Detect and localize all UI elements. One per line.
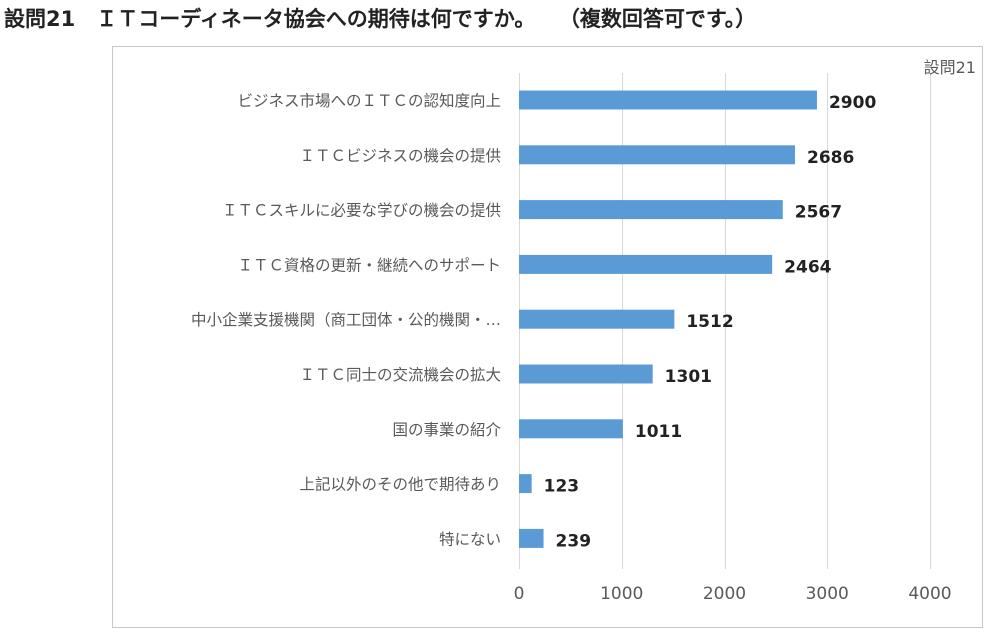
value-label: 123	[544, 477, 580, 497]
value-label: 2464	[784, 257, 831, 277]
category-label: 国の事業の紹介	[392, 421, 501, 439]
value-label: 1011	[635, 422, 682, 442]
bar-chart: 0 1000 2000 3000 4000 ビジネス市場へのＩＴＣの認知度向上 2900 ＩＴ…	[191, 58, 976, 604]
x-tick-label: 3000	[806, 584, 849, 604]
category-label: ＩＴＣビジネスの機会の提供	[299, 147, 501, 165]
bar	[519, 474, 532, 494]
value-label: 2567	[795, 203, 842, 223]
bar	[519, 254, 773, 274]
x-tick-label: 4000	[908, 584, 951, 604]
category-label: ビジネス市場へのＩＴＣの認知度向上	[237, 92, 501, 110]
category-label: ＩＴＣ同士の交流機会の拡大	[299, 366, 501, 384]
bar	[519, 145, 795, 165]
labels: 0 1000 2000 3000 4000 ビジネス市場へのＩＴＣの認知度向上 2900 ＩＴ…	[191, 58, 976, 604]
bar	[519, 364, 653, 384]
x-tick-label: 0	[514, 584, 525, 604]
value-label: 2900	[829, 93, 876, 113]
chart-frame: 0 1000 2000 3000 4000 ビジネス市場へのＩＴＣの認知度向上 2900 ＩＴ…	[112, 46, 983, 628]
category-label: ＩＴＣ資格の更新・継続へのサポート	[237, 256, 501, 274]
bar	[519, 419, 623, 439]
bars	[519, 90, 817, 548]
category-label: 上記以外のその他で期待あり	[299, 476, 501, 494]
series-label: 設問21	[924, 58, 976, 77]
title-text: 設問21 ＩＴコーディネータ協会への期待は何ですか。	[4, 7, 536, 31]
value-label: 239	[556, 531, 592, 551]
category-label: 特にない	[439, 530, 501, 548]
x-tick-label: 1000	[600, 584, 643, 604]
bar	[519, 90, 817, 110]
value-label: 1512	[686, 312, 733, 332]
value-label: 2686	[807, 148, 854, 168]
bar	[519, 309, 675, 329]
x-tick-label: 2000	[703, 584, 746, 604]
category-label: 中小企業支援機関（商工団体・公的機関・…	[191, 311, 501, 329]
bar	[519, 528, 544, 548]
page-title: 設問21 ＩＴコーディネータ協会への期待は何ですか。 （複数回答可です。）	[4, 4, 756, 34]
bar	[519, 200, 783, 220]
title-note: （複数回答可です。）	[569, 7, 757, 31]
value-label: 1301	[665, 367, 712, 387]
category-label: ＩＴＣスキルに必要な学びの機会の提供	[222, 202, 501, 220]
